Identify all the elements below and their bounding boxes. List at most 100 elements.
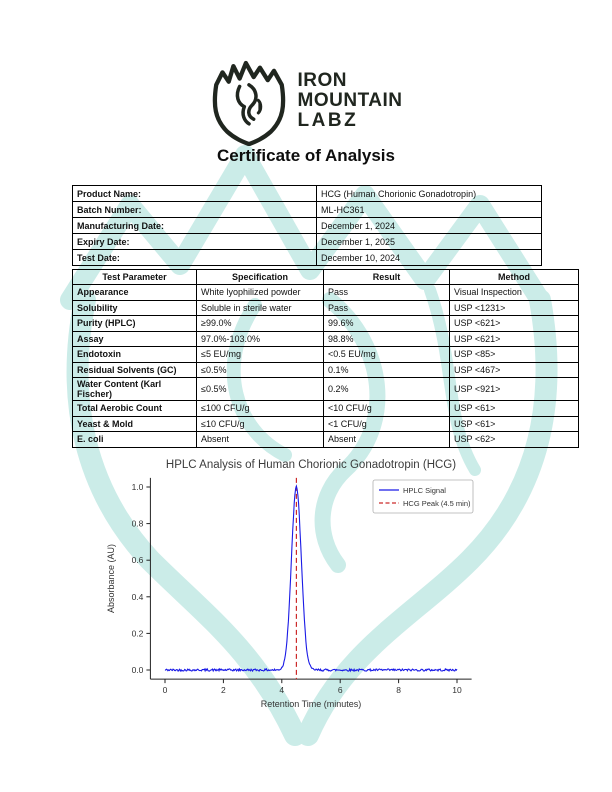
mountain-shield-icon <box>212 60 285 146</box>
y-tick-label: 0.8 <box>132 519 144 529</box>
specification: Soluble in sterile water <box>196 299 324 316</box>
legend-entry-peak: HCG Peak (4.5 min) <box>403 499 471 508</box>
table-row: Solubility Soluble in sterile water Pass US… <box>72 299 579 316</box>
method: USP <621> <box>449 330 579 347</box>
info-label: Manufacturing Date: <box>72 217 317 234</box>
specification: ≥99.0% <box>196 315 324 332</box>
info-value: ML-HC361 <box>316 201 542 218</box>
chart-title: HPLC Analysis of Human Chorionic Gonadot… <box>166 459 456 471</box>
x-tick-label: 8 <box>396 685 401 695</box>
chart-legend: HPLC Signal HCG Peak (4.5 min) <box>372 479 474 514</box>
method: USP <61> <box>449 400 579 417</box>
test-results-table: Test Parameter Specification Result Meth… <box>72 269 579 448</box>
y-tick-label: 0.6 <box>132 555 144 565</box>
result: <0.5 EU/mg <box>323 346 450 363</box>
result: 98.8% <box>323 330 450 347</box>
specification: White lyophilized powder <box>196 284 324 301</box>
info-value: December 10, 2024 <box>316 249 542 266</box>
table-row: Test Date: December 10, 2024 <box>72 249 542 266</box>
method: USP <921> <box>449 377 579 401</box>
info-value: HCG (Human Chorionic Gonadotropin) <box>316 185 542 202</box>
test-parameter: Water Content (Karl Fischer) <box>72 377 197 401</box>
col-header: Method <box>449 269 579 285</box>
x-axis-label: Retention Time (minutes) <box>261 699 362 709</box>
result: 0.1% <box>323 361 450 378</box>
method: USP <467> <box>449 361 579 378</box>
result: Absent <box>323 431 450 448</box>
hplc-signal-trace <box>164 484 458 673</box>
method: USP <85> <box>449 346 579 363</box>
result: <10 CFU/g <box>323 400 450 417</box>
table-row: Batch Number: ML-HC361 <box>72 201 542 218</box>
test-parameter: Residual Solvents (GC) <box>72 361 197 378</box>
table-row: Total Aerobic Count ≤100 CFU/g <10 CFU/g US… <box>72 400 579 417</box>
test-parameter: Endotoxin <box>72 346 197 363</box>
product-info-table: Product Name: HCG (Human Chorionic Gonado… <box>72 185 542 266</box>
table-row: E. coli Absent Absent USP <62> <box>72 431 579 448</box>
result: <1 CFU/g <box>323 415 450 432</box>
result: Pass <box>323 299 450 316</box>
test-parameter: Assay <box>72 330 197 347</box>
y-tick-label: 0.4 <box>132 592 144 602</box>
table-row: Endotoxin ≤5 EU/mg <0.5 EU/mg USP <85> <box>72 346 579 363</box>
specification: 97.0%-103.0% <box>196 330 324 347</box>
page-title: Certificate of Analysis <box>217 146 395 165</box>
brand-logo: IRON MOUNTAIN LABZ <box>0 58 612 146</box>
table-row: Appearance White lyophilized powder Pass Vi… <box>72 284 579 301</box>
table-row: Water Content (Karl Fischer) ≤0.5% 0.2% USP… <box>72 377 579 401</box>
method: Visual Inspection <box>449 284 579 301</box>
method: USP <62> <box>449 431 579 448</box>
specification: ≤10 CFU/g <box>196 415 324 432</box>
x-tick-label: 4 <box>279 685 284 695</box>
specification: Absent <box>196 431 324 448</box>
wordmark-labz: LABZ <box>297 110 359 131</box>
test-parameter: Purity (HPLC) <box>72 315 197 332</box>
col-header: Test Parameter <box>72 269 197 285</box>
table-row: Manufacturing Date: December 1, 2024 <box>72 217 542 234</box>
y-tick-label: 0.0 <box>132 665 144 675</box>
specification: ≤0.5% <box>196 361 324 378</box>
table-row: Purity (HPLC) ≥99.0% 99.6% USP <621> <box>72 315 579 332</box>
info-value: December 1, 2024 <box>316 217 542 234</box>
y-axis-label: Absorbance (AU) <box>106 544 116 613</box>
test-parameter: Solubility <box>72 299 197 316</box>
wordmark-mountain: MOUNTAIN <box>297 90 403 111</box>
x-tick-label: 10 <box>452 685 462 695</box>
col-header: Result <box>323 269 450 285</box>
result: 0.2% <box>323 377 450 401</box>
table-header-row: Test Parameter Specification Result Meth… <box>72 269 579 285</box>
x-tick-label: 2 <box>221 685 226 695</box>
col-header: Specification <box>196 269 324 285</box>
table-row: Yeast & Mold ≤10 CFU/g <1 CFU/g USP <61> <box>72 415 579 432</box>
table-row: Assay 97.0%-103.0% 98.8% USP <621> <box>72 330 579 347</box>
legend-entry-signal: HPLC Signal <box>403 486 446 495</box>
result: 99.6% <box>323 315 450 332</box>
brand-wordmark: IRON MOUNTAIN LABZ <box>298 58 403 131</box>
method: USP <621> <box>449 315 579 332</box>
info-value: December 1, 2025 <box>316 233 542 250</box>
info-label: Product Name: <box>72 185 317 202</box>
info-label: Test Date: <box>72 249 317 266</box>
method: USP <61> <box>449 415 579 432</box>
test-parameter: Total Aerobic Count <box>72 400 197 417</box>
x-tick-label: 0 <box>163 685 168 695</box>
specification: ≤5 EU/mg <box>196 346 324 363</box>
y-tick-label: 1.0 <box>132 482 144 492</box>
info-label: Batch Number: <box>72 201 317 218</box>
hplc-chromatogram-chart: HPLC Analysis of Human Chorionic Gonadot… <box>100 450 520 718</box>
result: Pass <box>323 284 450 301</box>
test-parameter: Yeast & Mold <box>72 415 197 432</box>
info-label: Expiry Date: <box>72 233 317 250</box>
specification: ≤0.5% <box>196 377 324 401</box>
table-row: Residual Solvents (GC) ≤0.5% 0.1% USP <467> <box>72 361 579 378</box>
test-parameter: E. coli <box>72 431 197 448</box>
wordmark-iron: IRON <box>297 70 348 91</box>
table-row: Expiry Date: December 1, 2025 <box>72 233 542 250</box>
x-tick-label: 6 <box>338 685 343 695</box>
test-parameter: Appearance <box>72 284 197 301</box>
specification: ≤100 CFU/g <box>196 400 324 417</box>
method: USP <1231> <box>449 299 579 316</box>
y-tick-label: 0.2 <box>132 628 144 638</box>
table-row: Product Name: HCG (Human Chorionic Gonado… <box>72 185 542 202</box>
